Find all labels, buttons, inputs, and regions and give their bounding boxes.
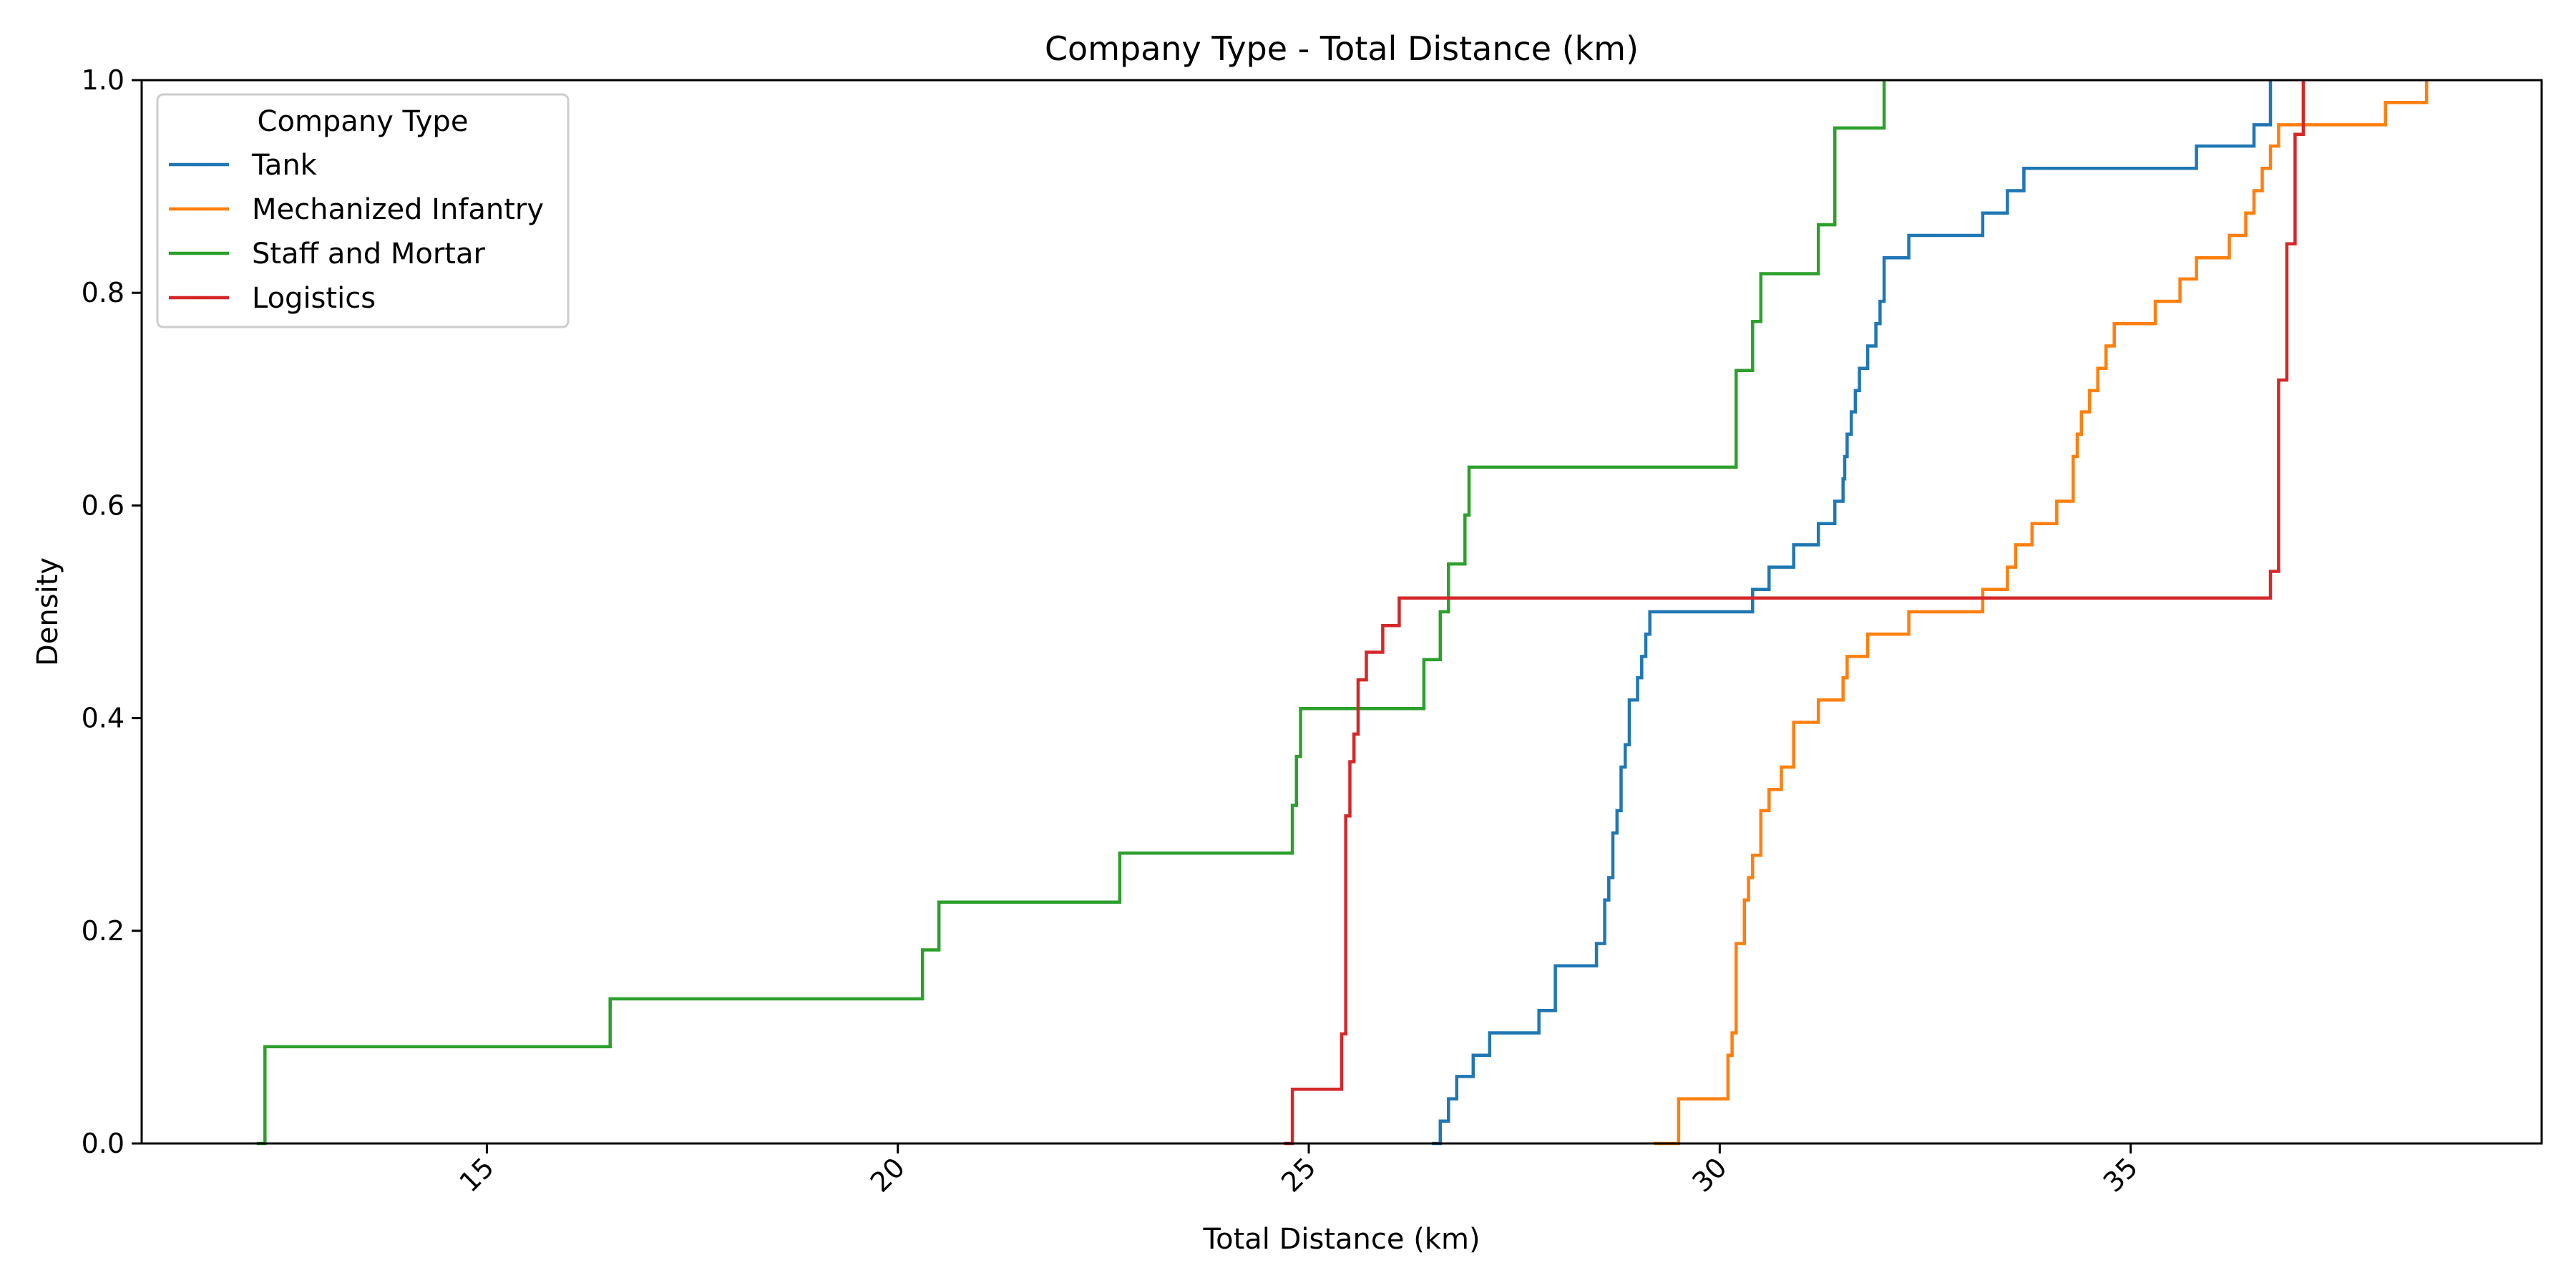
x-tick-label: 35 [2097, 1151, 2144, 1198]
plot-frame [140, 79, 2543, 1145]
legend-label-0: Tank [251, 149, 318, 182]
y-axis-label: Density [31, 557, 64, 666]
legend-label-2: Staff and Mortar [252, 238, 485, 270]
x-tick-label: 30 [1686, 1151, 1732, 1198]
y-axis: 0.0 0.2 0.4 0.6 0.8 1.0 [82, 64, 142, 1159]
y-tick-label: 0.0 [82, 1128, 125, 1159]
series-line-3 [1284, 80, 2306, 1146]
series-layer [256, 80, 2429, 1146]
y-tick-label: 1.0 [82, 64, 125, 96]
chart-title: Company Type - Total Distance (km) [1045, 29, 1639, 68]
y-tick-label: 0.6 [82, 489, 125, 521]
legend-title: Company Type [258, 105, 469, 138]
x-axis: 15 20 25 30 35 [453, 1143, 2144, 1199]
y-tick-label: 0.2 [82, 915, 125, 947]
legend-entries: Tank Mechanized Infantry Staff and Mortar L… [169, 149, 544, 315]
x-tick-label: 15 [453, 1151, 499, 1198]
x-tick-label: 20 [864, 1151, 911, 1198]
x-axis-label: Total Distance (km) [1202, 1223, 1480, 1256]
legend: Company Type Tank Mechanized Infantry Staf… [156, 93, 570, 328]
legend-label-1: Mechanized Infantry [252, 193, 544, 226]
series-line-1 [1654, 80, 2429, 1146]
legend-label-3: Logistics [252, 282, 376, 315]
series-line-0 [1432, 80, 2273, 1146]
x-tick-label: 25 [1275, 1151, 1322, 1198]
series-line-2 [256, 80, 1886, 1146]
y-tick-label: 0.8 [82, 277, 125, 308]
legend-box [156, 93, 570, 328]
y-tick-label: 0.4 [82, 703, 125, 734]
